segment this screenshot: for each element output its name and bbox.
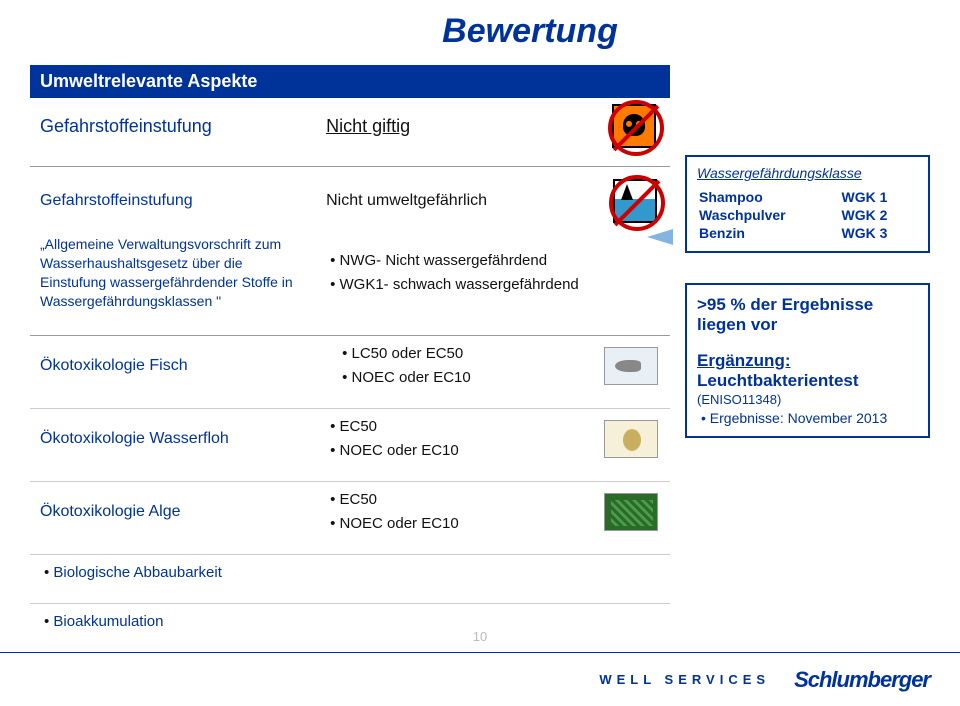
bio-abbau: Biologische Abbaubarkeit (44, 561, 660, 585)
fish-icon (604, 347, 658, 385)
content-table: Umweltrelevante Aspekte Gefahrstoffeinst… (30, 65, 670, 653)
footer-logo: Schlumberger (794, 667, 930, 693)
list-item: WGK1- schwach wassergefährdend (330, 273, 660, 297)
list-item: NOEC oder EC10 (330, 439, 581, 463)
list-item: NOEC oder EC10 (330, 366, 581, 390)
wgk-item-class: WGK 1 (842, 189, 916, 205)
wgk-box: Wassergefährdungsklasse ShampooWGK 1 Was… (685, 155, 930, 253)
wgk-title: Wassergefährdungsklasse (697, 165, 918, 181)
wgk-item-name: Waschpulver (699, 207, 840, 223)
erg-ref: (ENISO11348) (697, 392, 781, 407)
toxic-icon (612, 104, 656, 148)
list-item: LC50 oder EC50 (330, 342, 581, 366)
wgk-item-class: WGK 2 (842, 207, 916, 223)
list-item: NOEC oder EC10 (330, 512, 581, 536)
erg-bullet: Ergebnisse: November 2013 (701, 410, 918, 426)
wgk-item-name: Benzin (699, 225, 840, 241)
erg-body: Leuchtbakterientest (697, 371, 859, 390)
wgk-item-class: WGK 3 (842, 225, 916, 241)
env-hazard-icon (613, 179, 657, 223)
gefahrstoff1-label: Gefahrstoffeinstufung (30, 98, 316, 154)
gefahrstoff2-label: Gefahrstoffeinstufung (30, 167, 316, 230)
result-box: >95 % der Ergebnisse liegen vor Ergänzun… (685, 283, 930, 438)
gefahrstoff2-sublabel: „Allgemeine Verwaltungsvorschrift zum Wa… (30, 229, 316, 323)
footer-wellservices: WELL SERVICES (599, 672, 770, 687)
list-item: NWG- Nicht wassergefährdend (330, 249, 660, 273)
slide-title: Bewertung (130, 12, 930, 51)
algae-icon (604, 493, 658, 531)
bioakku: Bioakkumulation (44, 610, 660, 634)
right-panel-area: Wassergefährdungsklasse ShampooWGK 1 Was… (685, 155, 930, 438)
gefahrstoff1-value: Nicht giftig (326, 116, 410, 136)
oekotox-fisch-label: Ökotoxikologie Fisch (30, 335, 316, 396)
section-header: Umweltrelevante Aspekte (30, 65, 670, 98)
list-item: EC50 (330, 488, 581, 512)
gefahrstoff2-value: Nicht umweltgefährlich (326, 192, 487, 209)
page-number: 10 (473, 629, 487, 644)
result-line1: >95 % der Ergebnisse liegen vor (697, 295, 918, 335)
wgk-item-name: Shampoo (699, 189, 840, 205)
arrow-left-icon (647, 229, 673, 245)
oekotox-alge-label: Ökotoxikologie Alge (30, 481, 316, 542)
list-item: EC50 (330, 415, 581, 439)
waterflea-icon (604, 420, 658, 458)
oekotox-wasserfloh-label: Ökotoxikologie Wasserfloh (30, 408, 316, 469)
footer: WELL SERVICES Schlumberger (0, 652, 960, 706)
erg-title: Ergänzung: (697, 351, 918, 371)
